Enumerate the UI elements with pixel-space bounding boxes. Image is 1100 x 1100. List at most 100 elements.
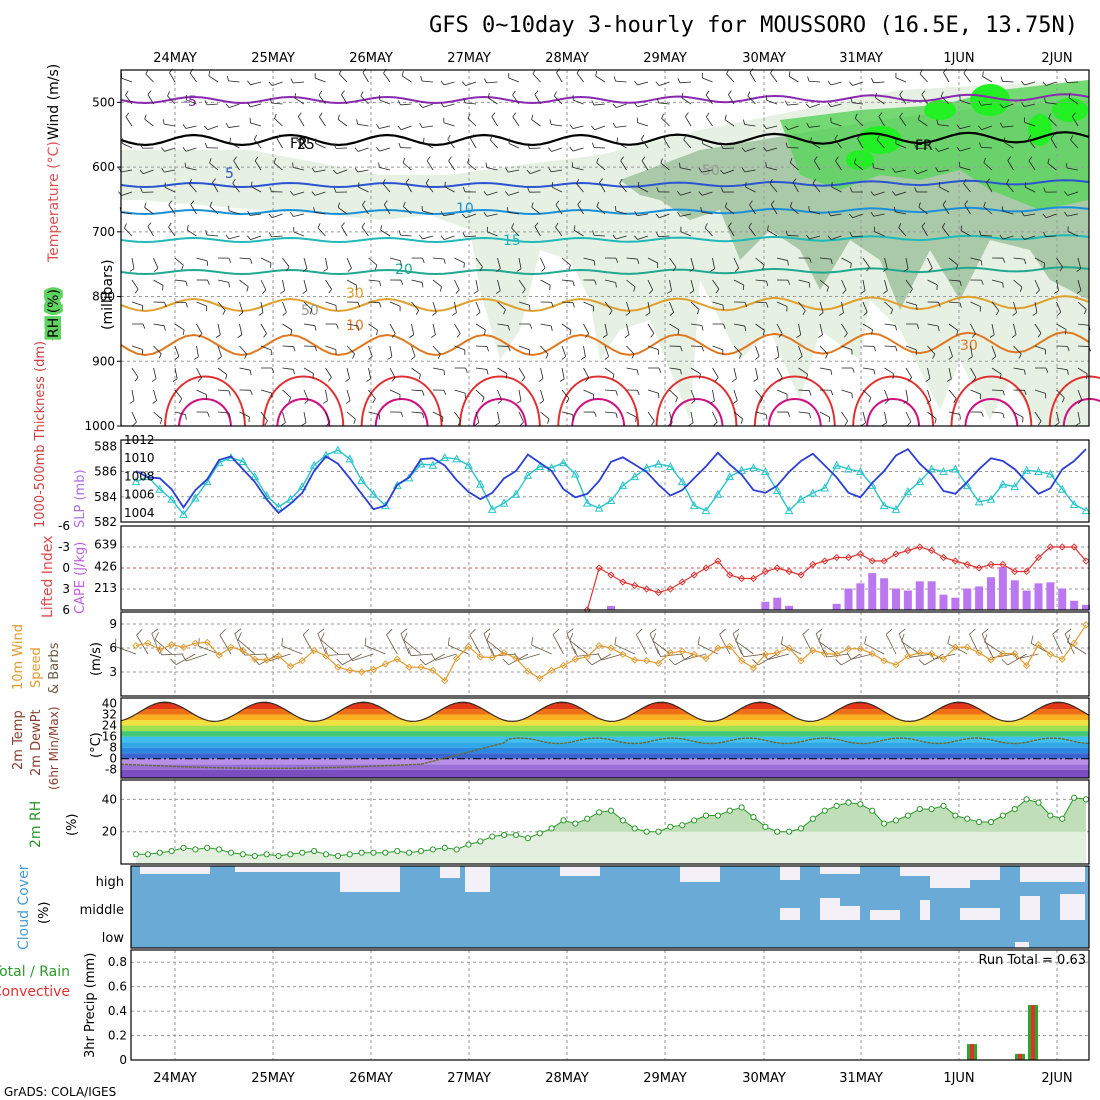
wind-barb [121, 191, 133, 196]
wind-barb [1034, 279, 1040, 291]
wind-barb-flag [599, 178, 603, 183]
rh2m-point [299, 849, 306, 856]
wind-barb-flag [828, 417, 831, 423]
wind-barb [862, 257, 870, 268]
wind-barb-flag [755, 356, 760, 360]
lifted-index-point [844, 553, 853, 562]
thickness-point [986, 494, 996, 503]
wind-barb [895, 211, 907, 215]
wind10-barb [154, 639, 172, 655]
wind-barb [921, 94, 928, 105]
wind-barb-flag [937, 326, 940, 332]
wind-barb-flag [249, 370, 252, 376]
wind-barb-flag [1043, 231, 1046, 237]
wind-barb-flag [679, 162, 681, 168]
wind-barb [690, 279, 695, 291]
cape-tick: 426 [94, 559, 117, 573]
wind-barb-flag [402, 158, 406, 164]
wind-barb-flag [161, 167, 165, 173]
thickness-point [167, 494, 176, 503]
wind-barb-flag [309, 309, 313, 315]
contour-label: 25 [297, 137, 315, 153]
thickness-point [974, 497, 984, 506]
wind-barb-flag [379, 281, 382, 287]
wind-barb [862, 411, 867, 423]
wind-barb [411, 301, 419, 311]
thickness-point [737, 465, 746, 474]
wind-barb-flag [704, 223, 708, 229]
wind-barb [857, 138, 864, 149]
cape-bar [963, 588, 972, 610]
wind-barb [1067, 191, 1079, 196]
wind-barb-flag [185, 281, 188, 287]
rh2m-point [869, 807, 876, 814]
wind-barb [187, 229, 197, 237]
wind-barb-flag [844, 333, 848, 338]
wind10-barb-flag [566, 628, 574, 634]
rh2m-point [750, 814, 757, 821]
wind-barb-flag [788, 71, 791, 77]
wind-barb-flag [328, 288, 333, 294]
wind-barb [131, 257, 135, 269]
wind10-barb [614, 644, 635, 655]
wind-barb [927, 367, 931, 379]
wind10-tick: 3 [109, 665, 117, 679]
wind-barb-flag [572, 302, 575, 308]
wind-barb [583, 257, 595, 262]
wind10-barb [850, 653, 873, 660]
cape-bar [761, 601, 770, 610]
wind-barb-flag [827, 80, 832, 86]
wind-barb [303, 279, 308, 291]
wind-barb-flag [1042, 213, 1047, 219]
wind-barb [174, 367, 178, 379]
wind10-barb-flag [320, 632, 325, 641]
wind-barb [744, 124, 756, 127]
wind-barb-flag [345, 400, 351, 404]
isotherm-40 [374, 398, 429, 427]
wind10-barb-flag [732, 628, 740, 635]
wind-barb-flag [818, 312, 824, 316]
wind-barb-flag [913, 169, 918, 175]
wind-barb-flag [580, 356, 586, 360]
wind-barb-flag [551, 302, 554, 308]
wind-barb [1056, 389, 1065, 399]
wind-barb-flag [440, 102, 445, 108]
wind-barb-flag [978, 125, 982, 130]
wind-barb [508, 77, 520, 83]
rh2m-point [738, 804, 745, 811]
wind-barb [658, 235, 670, 238]
wind10-barb [885, 634, 897, 655]
wind-barb [852, 81, 864, 86]
wind-barb-flag [400, 260, 402, 266]
isotherm-5 [120, 179, 1090, 189]
lifted-index-point [607, 571, 615, 579]
thickness-label: 1000-500mb Thickness (dm) [33, 341, 48, 528]
wind10-barb-flag [846, 652, 852, 660]
wind-barb-flag [732, 378, 737, 382]
wind-barb-flag [516, 268, 522, 272]
wind-barb [239, 279, 249, 287]
rh2m-point [691, 817, 698, 824]
rh2m-area-upper [543, 797, 1086, 832]
wind-barb-flag [763, 146, 767, 152]
wind-barb-flag [1024, 259, 1027, 265]
wind-barb [534, 94, 541, 105]
wind-barb-flag [635, 417, 637, 423]
wind-barb-flag [762, 330, 765, 336]
wind-barb [884, 411, 888, 423]
thickness-point [191, 493, 200, 502]
wind-barb [712, 345, 723, 351]
wind-barb [1024, 186, 1036, 193]
thickness-point [642, 463, 651, 472]
wind-barb-flag [186, 225, 189, 231]
wind-barb [232, 183, 240, 193]
wind-barb-flag [753, 378, 758, 382]
wind-barb-flag [1021, 102, 1025, 107]
wind-barb [663, 138, 670, 149]
wind-barb [1077, 411, 1081, 423]
wind-barb [905, 411, 912, 423]
wind-barb-flag [431, 334, 436, 338]
wind-barb-flag [1012, 312, 1017, 316]
wind-barb-flag [304, 399, 309, 404]
wind10-barb [841, 653, 861, 666]
